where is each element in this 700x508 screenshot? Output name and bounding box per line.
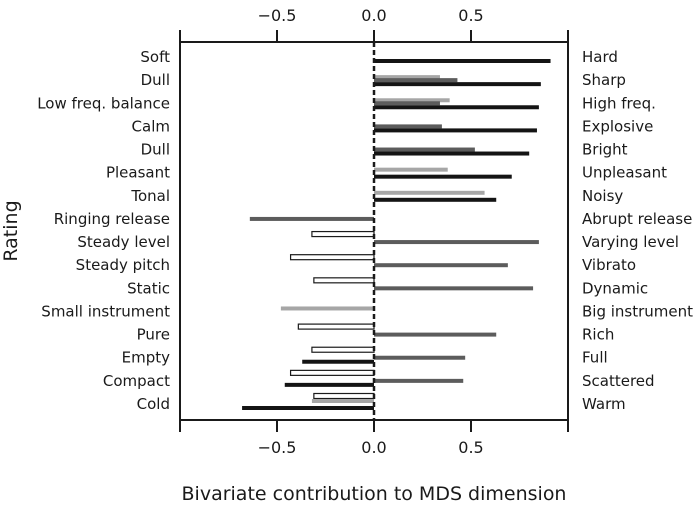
bar-light-gray [311, 399, 374, 403]
left-rating-label: Empty [122, 349, 170, 367]
right-rating-label: Unpleasant [582, 164, 667, 182]
right-rating-label: Bright [582, 141, 628, 159]
bar-black [374, 82, 541, 87]
x-tick-label-bottom: 0.0 [361, 438, 386, 457]
bar-dark-gray [374, 332, 497, 337]
y-axis-label: Rating [0, 200, 22, 261]
bar-dark-gray [374, 378, 464, 383]
bar-black [374, 197, 497, 202]
left-rating-label: Calm [132, 117, 170, 135]
x-tick-label-top: −0.5 [258, 6, 297, 25]
bar-black [302, 359, 374, 364]
bar-white [311, 346, 375, 353]
right-rating-label: Dynamic [582, 279, 648, 297]
right-rating-label: Big instrument [582, 302, 693, 320]
bar-black [284, 382, 374, 387]
left-rating-label: Compact [103, 372, 170, 390]
right-rating-label: Full [582, 349, 608, 367]
bar-black [374, 59, 551, 63]
bar-dark-gray [374, 147, 475, 152]
bar-light-gray [374, 75, 440, 80]
right-rating-label: Scattered [582, 372, 655, 390]
right-rating-label: Rich [582, 326, 614, 344]
bar-dark-gray [374, 78, 458, 83]
right-rating-label: Sharp [582, 71, 626, 89]
bar-light-gray [374, 190, 485, 195]
left-rating-label: Static [127, 279, 170, 297]
left-rating-label: Dull [141, 71, 170, 89]
right-rating-label: Warm [582, 395, 626, 413]
right-rating-label: Varying level [582, 233, 679, 251]
right-rating-label: Abrupt release [582, 210, 692, 228]
left-rating-label: Pure [137, 326, 170, 344]
right-rating-label: High freq. [582, 94, 656, 112]
right-rating-label: Vibrato [582, 256, 636, 274]
bar-white [297, 323, 375, 330]
left-rating-label: Small instrument [41, 302, 170, 320]
left-rating-label: Pleasant [106, 164, 170, 182]
bar-black [374, 105, 539, 110]
bar-dark-gray [249, 216, 374, 221]
bar-black [242, 406, 374, 410]
bar-dark-gray [374, 124, 442, 129]
bar-dark-gray [374, 286, 534, 291]
bar-white [313, 392, 375, 400]
bar-dark-gray [374, 240, 539, 245]
left-rating-label: Soft [140, 48, 170, 66]
bar-dark-gray [374, 101, 440, 106]
left-rating-label: Low freq. balance [37, 94, 170, 112]
x-tick-label-bottom: −0.5 [258, 438, 297, 457]
bar-white [289, 369, 375, 376]
bar-light-gray [374, 167, 448, 172]
x-axis-label: Bivariate contribution to MDS dimension [182, 483, 567, 504]
bar-black [374, 128, 537, 133]
bar-white [313, 277, 375, 284]
bar-light-gray [280, 306, 374, 311]
bar-light-gray [374, 98, 450, 103]
right-rating-label: Explosive [582, 117, 653, 135]
bar-dark-gray [374, 355, 466, 360]
left-rating-label: Cold [137, 395, 170, 413]
x-tick-label-bottom: 0.5 [458, 438, 483, 457]
bar-black [374, 151, 530, 156]
left-rating-label: Ringing release [54, 210, 170, 228]
bar-black [374, 174, 512, 179]
left-rating-label: Tonal [130, 187, 170, 205]
bar-white [311, 230, 375, 238]
bar-white [289, 254, 375, 261]
left-rating-label: Steady level [77, 233, 170, 251]
left-rating-label: Dull [141, 141, 170, 159]
right-rating-label: Hard [582, 48, 618, 66]
right-rating-label: Noisy [582, 187, 623, 205]
bar-dark-gray [374, 263, 508, 268]
x-tick-label-top: 0.0 [361, 6, 386, 25]
left-rating-label: Steady pitch [76, 256, 170, 274]
x-tick-label-top: 0.5 [458, 6, 483, 25]
